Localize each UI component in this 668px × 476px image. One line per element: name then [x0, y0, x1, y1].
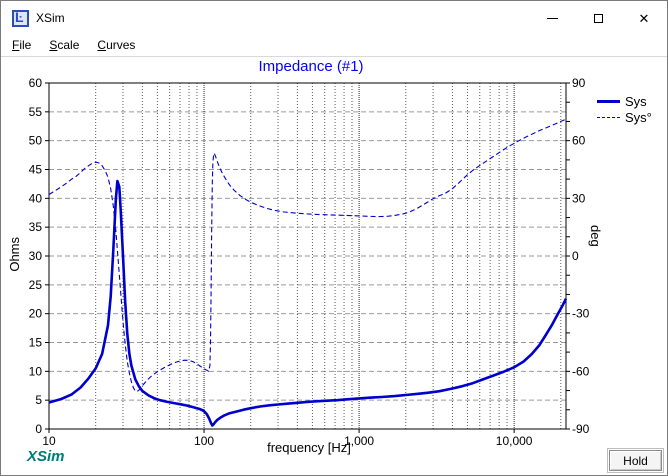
legend-label: Sys [625, 93, 647, 109]
y-tick-label-right: 60 [572, 134, 586, 148]
y-axis-label-left: Ohms [7, 237, 22, 272]
hold-button[interactable]: Hold [607, 448, 664, 473]
y-tick-label-left: 10 [29, 364, 43, 378]
y-tick-label-left: 0 [35, 422, 42, 436]
title-bar: XSim ✕ [1, 1, 667, 35]
close-button[interactable]: ✕ [621, 1, 667, 35]
impedance-chart: 0 5 10 15 20 25 30 35 40 45 50 55 60 -90 -60 -30 0 30 60 90… [29, 76, 590, 448]
maximize-button[interactable] [575, 1, 621, 35]
chart-legend: Sys Sys° [597, 93, 652, 125]
legend-line-dashed [597, 116, 620, 118]
y-axis-label-right: deg [588, 225, 603, 247]
legend-entry-sys: Sys [597, 93, 652, 109]
minimize-icon [546, 17, 558, 19]
y-tick-label-right: 90 [572, 76, 586, 90]
window-controls: ✕ [529, 1, 667, 35]
y-tick-label-right: -90 [572, 422, 590, 436]
y-tick-label-left: 40 [29, 191, 43, 205]
minimize-button[interactable] [529, 1, 575, 35]
chart-title: Impedance (#1) [258, 58, 364, 75]
y-tick-label-right: 0 [572, 249, 579, 263]
menu-bar: File Scale Curves [1, 35, 667, 57]
phase-curve [48, 118, 567, 393]
legend-entry-sys-phase: Sys° [597, 109, 652, 125]
app-icon [12, 9, 29, 27]
maximize-icon [593, 13, 603, 23]
menu-item-file[interactable]: File [12, 38, 32, 52]
close-icon: ✕ [638, 10, 650, 26]
x-tick-label: 10,000 [496, 434, 533, 448]
y-tick-label-right: -30 [572, 307, 590, 321]
legend-line-solid [597, 99, 620, 103]
y-tick-label-left: 45 [29, 163, 43, 177]
x-tick-label: 100 [194, 434, 214, 448]
y-tick-label-right: -60 [572, 364, 590, 378]
impedance-curve [48, 179, 568, 427]
y-tick-label-left: 25 [29, 278, 43, 292]
x-tick-label: 1,000 [344, 434, 374, 448]
y-tick-label-left: 5 [35, 393, 42, 407]
y-tick-label-left: 50 [29, 134, 43, 148]
y-tick-label-left: 20 [29, 307, 43, 321]
menu-item-curves[interactable]: Curves [97, 38, 136, 52]
y-tick-label-left: 15 [29, 336, 43, 350]
y-tick-label-left: 55 [29, 105, 43, 119]
menu-item-scale[interactable]: Scale [49, 38, 80, 52]
xsim-watermark: XSim [27, 448, 65, 465]
legend-label: Sys° [625, 109, 652, 125]
window-title: XSim [36, 11, 65, 25]
x-axis-label: frequency [Hz] [267, 440, 351, 455]
y-tick-label-right: 30 [572, 191, 586, 205]
y-tick-label-left: 30 [29, 249, 43, 263]
y-tick-label-left: 60 [29, 76, 43, 90]
y-tick-label-left: 35 [29, 220, 43, 234]
x-tick-label: 10 [42, 434, 56, 448]
